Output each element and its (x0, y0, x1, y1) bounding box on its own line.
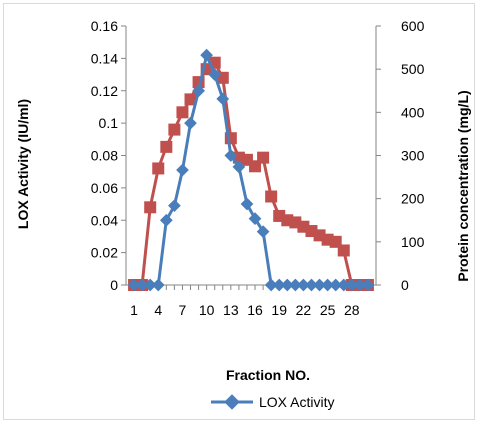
protein-concentration-point (184, 93, 197, 106)
protein-concentration-point (176, 106, 189, 119)
y-tick-label-left: 0.1 (99, 115, 119, 131)
lox-activity-point (240, 197, 254, 211)
lox-activity-point (159, 213, 173, 227)
y-tick-label-left: 0.06 (91, 180, 118, 196)
protein-concentration-point (265, 190, 278, 203)
protein-concentration-line (134, 61, 368, 287)
lox-activity-point (184, 116, 197, 130)
x-axis-title: Fraction NO. (226, 367, 310, 383)
protein-concentration-point (144, 201, 157, 214)
y-tick-label-right: 100 (401, 234, 425, 250)
lox-activity-point (280, 278, 294, 292)
x-tick-label: 4 (154, 302, 162, 318)
x-tick-label: 25 (320, 302, 336, 318)
y-tick-label-right: 400 (401, 104, 425, 120)
y-tick-label-left: 0.12 (91, 83, 118, 99)
y-tick-label-left: 0.14 (91, 50, 118, 66)
y-tick-label-left: 0.02 (91, 245, 118, 261)
y-tick-label-left: 0.08 (91, 148, 118, 164)
y-tick-label-left: 0.16 (91, 18, 118, 34)
y-tick-label-right: 0 (401, 277, 409, 293)
y-axis-title-right: Protein concentration (mg/L) (455, 90, 471, 281)
lox-activity-point (321, 278, 334, 292)
y-tick-label-right: 300 (401, 148, 425, 164)
lox-activity-point (176, 163, 189, 177)
y-tick-label-left: 0.04 (91, 212, 118, 228)
y2-axis-title: Protein concentration (mg/L) (455, 90, 471, 281)
lox-activity-point (216, 92, 230, 106)
lox-activity-point (345, 278, 359, 292)
chart-area: LOX Activity (IU/ml) Protein concentrati… (3, 3, 475, 420)
lox-activity-point (248, 212, 262, 226)
y-tick-label-right: 200 (401, 191, 425, 207)
x-tick-label: 16 (247, 302, 263, 318)
tick-labels: 0 0.02 0.04 0.06 0.08 0.1 0.12 0.14 0.16 0 100 200 3… (91, 18, 425, 318)
lox-activity-point (329, 278, 343, 292)
x-tick-label: 22 (296, 302, 312, 318)
lox-activity-point (168, 199, 181, 213)
x-tick-label: 7 (179, 302, 187, 318)
lox-activity-point (256, 225, 270, 238)
x-tick-label: 13 (223, 302, 239, 318)
x-tick-label: 28 (344, 302, 360, 318)
chart-svg: LOX Activity (IU/ml) Protein concentrati… (15, 18, 471, 410)
lox-activity-point (232, 160, 246, 174)
legend-diamond-icon (224, 394, 240, 410)
legend: LOX Activity (211, 394, 334, 410)
lox-activity-point (208, 68, 222, 81)
x-tick-label: 1 (130, 302, 138, 318)
protein-concentration-point (337, 244, 350, 257)
lox-activity-point (151, 278, 165, 292)
y-axis-title: LOX Activity (IU/ml) (15, 99, 31, 229)
lox-activity-point (224, 149, 238, 162)
y-tick-label-right: 600 (401, 18, 425, 34)
legend-label: LOX Activity (259, 394, 334, 410)
protein-concentration-point (257, 151, 270, 164)
lox-activity-point (297, 278, 310, 292)
lox-activity-point (143, 278, 157, 292)
protein-concentration-point (152, 162, 165, 175)
x-tick-label: 10 (199, 302, 215, 318)
lox-activity-point (264, 278, 278, 292)
protein-concentration-point (168, 123, 181, 136)
lox-activity-point (192, 84, 205, 98)
series-group (127, 48, 375, 292)
x-tick-label: 19 (271, 302, 287, 318)
y-tick-label-right: 500 (401, 61, 425, 77)
y-axis-title-left: LOX Activity (IU/ml) (15, 99, 31, 229)
lox-activity-point (135, 278, 149, 292)
lox-activity-point (305, 278, 318, 292)
y-tick-label-left: 0 (110, 277, 118, 293)
protein-concentration-point (160, 140, 173, 153)
